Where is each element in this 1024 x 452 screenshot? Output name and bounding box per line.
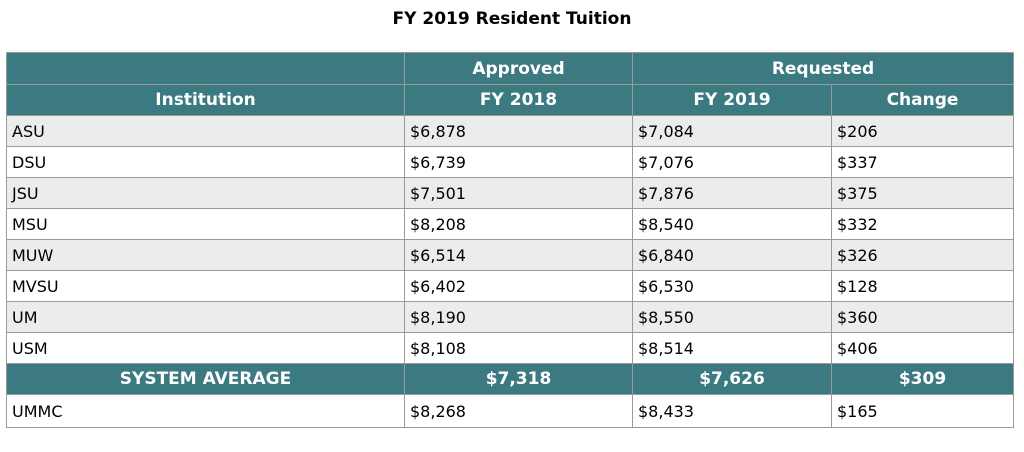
header-column-row: Institution FY 2018 FY 2019 Change [6,84,1014,116]
cell-institution: ASU [6,115,405,147]
cell-fy2019: $6,530 [632,270,832,302]
header-change: Change [831,84,1014,116]
cell-institution: DSU [6,146,405,178]
cell-change: $406 [831,332,1014,364]
cell-institution: JSU [6,177,405,209]
cell-fy2018: $6,878 [404,115,633,147]
table-row: MUW $6,514 $6,840 $326 [6,239,1014,271]
cell-change: $337 [831,146,1014,178]
cell-fy2018: $8,208 [404,208,633,240]
cell-average-change: $309 [831,363,1014,395]
cell-change: $206 [831,115,1014,147]
header-blank-cell [6,52,405,85]
header-group-row: Approved Requested [6,52,1014,85]
cell-fy2018: $6,739 [404,146,633,178]
cell-fy2018: $8,268 [404,394,633,428]
table-row: UM $8,190 $8,550 $360 [6,301,1014,333]
cell-fy2018: $7,501 [404,177,633,209]
header-institution: Institution [6,84,405,116]
cell-change: $326 [831,239,1014,271]
header-approved: Approved [404,52,633,85]
cell-fy2019: $8,514 [632,332,832,364]
cell-fy2018: $6,514 [404,239,633,271]
cell-change: $332 [831,208,1014,240]
cell-institution: UM [6,301,405,333]
header-fy2019: FY 2019 [632,84,832,116]
table-title: FY 2019 Resident Tuition [392,9,632,29]
cell-fy2018: $8,190 [404,301,633,333]
table-row: USM $8,108 $8,514 $406 [6,332,1014,364]
cell-system-average-label: SYSTEM AVERAGE [6,363,405,395]
cell-institution: MUW [6,239,405,271]
cell-average-fy2019: $7,626 [632,363,832,395]
table-row: JSU $7,501 $7,876 $375 [6,177,1014,209]
ummc-row: UMMC $8,268 $8,433 $165 [6,394,1014,428]
cell-institution: MVSU [6,270,405,302]
header-requested: Requested [632,52,1014,85]
cell-institution: UMMC [6,394,405,428]
cell-fy2019: $8,550 [632,301,832,333]
cell-fy2019: $6,840 [632,239,832,271]
cell-fy2018: $8,108 [404,332,633,364]
cell-change: $128 [831,270,1014,302]
cell-fy2019: $8,433 [632,394,832,428]
cell-fy2019: $7,076 [632,146,832,178]
cell-fy2019: $7,084 [632,115,832,147]
table-row: DSU $6,739 $7,076 $337 [6,146,1014,178]
cell-change: $375 [831,177,1014,209]
cell-institution: USM [6,332,405,364]
tuition-table: Approved Requested Institution FY 2018 F… [6,52,1014,428]
cell-institution: MSU [6,208,405,240]
cell-fy2019: $7,876 [632,177,832,209]
cell-change: $165 [831,394,1014,428]
table-row: MSU $8,208 $8,540 $332 [6,208,1014,240]
table-row: ASU $6,878 $7,084 $206 [6,115,1014,147]
table-row: MVSU $6,402 $6,530 $128 [6,270,1014,302]
cell-change: $360 [831,301,1014,333]
cell-fy2019: $8,540 [632,208,832,240]
header-fy2018: FY 2018 [404,84,633,116]
cell-average-fy2018: $7,318 [404,363,633,395]
cell-fy2018: $6,402 [404,270,633,302]
system-average-row: SYSTEM AVERAGE $7,318 $7,626 $309 [6,363,1014,395]
